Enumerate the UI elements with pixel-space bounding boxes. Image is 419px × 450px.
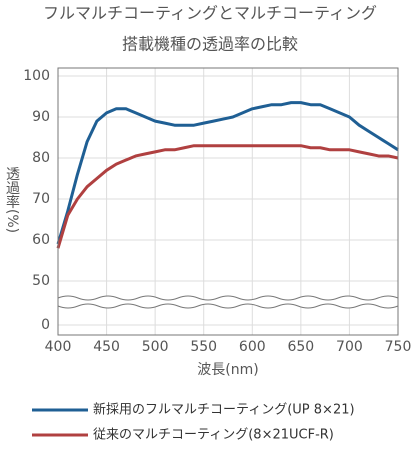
y-axis-title: 透過率(%) xyxy=(4,167,20,233)
y-tick-label: 70 xyxy=(32,191,50,207)
x-tick-label: 450 xyxy=(93,339,120,355)
y-tick-label: 0 xyxy=(41,317,50,333)
y-tick-label: 50 xyxy=(32,273,50,289)
x-tick-label: 550 xyxy=(190,339,217,355)
x-tick-label: 650 xyxy=(287,339,314,355)
x-tick-label: 750 xyxy=(385,339,412,355)
x-tick-label: 500 xyxy=(142,339,169,355)
y-tick-label: 100 xyxy=(23,68,50,84)
series-line xyxy=(56,101,399,245)
chart-subtitle: 搭載機種の透過率の比較 xyxy=(122,35,298,54)
x-tick-label: 400 xyxy=(45,339,72,355)
legend-label: 従来のマルチコーティング(8×21UCF-R) xyxy=(93,428,334,443)
axis-break xyxy=(57,295,399,309)
x-tick-label: 600 xyxy=(239,339,266,355)
series-line xyxy=(56,144,399,249)
legend: 新採用のフルマルチコーティング(UP 8×21) 従来のマルチコーティング(8×2… xyxy=(32,402,355,443)
y-tick-label: 60 xyxy=(32,232,50,248)
plot-frame xyxy=(57,67,399,336)
y-tick-label: 90 xyxy=(32,109,50,125)
legend-label: 新採用のフルマルチコーティング(UP 8×21) xyxy=(93,402,355,418)
plot xyxy=(56,101,399,249)
x-tick-label: 700 xyxy=(336,339,363,355)
grid xyxy=(57,68,399,335)
chart-title: フルマルチコーティングとマルチコーティング xyxy=(43,4,377,23)
x-axis-title: 波長(nm) xyxy=(197,362,258,378)
y-tick-label: 80 xyxy=(32,150,50,166)
